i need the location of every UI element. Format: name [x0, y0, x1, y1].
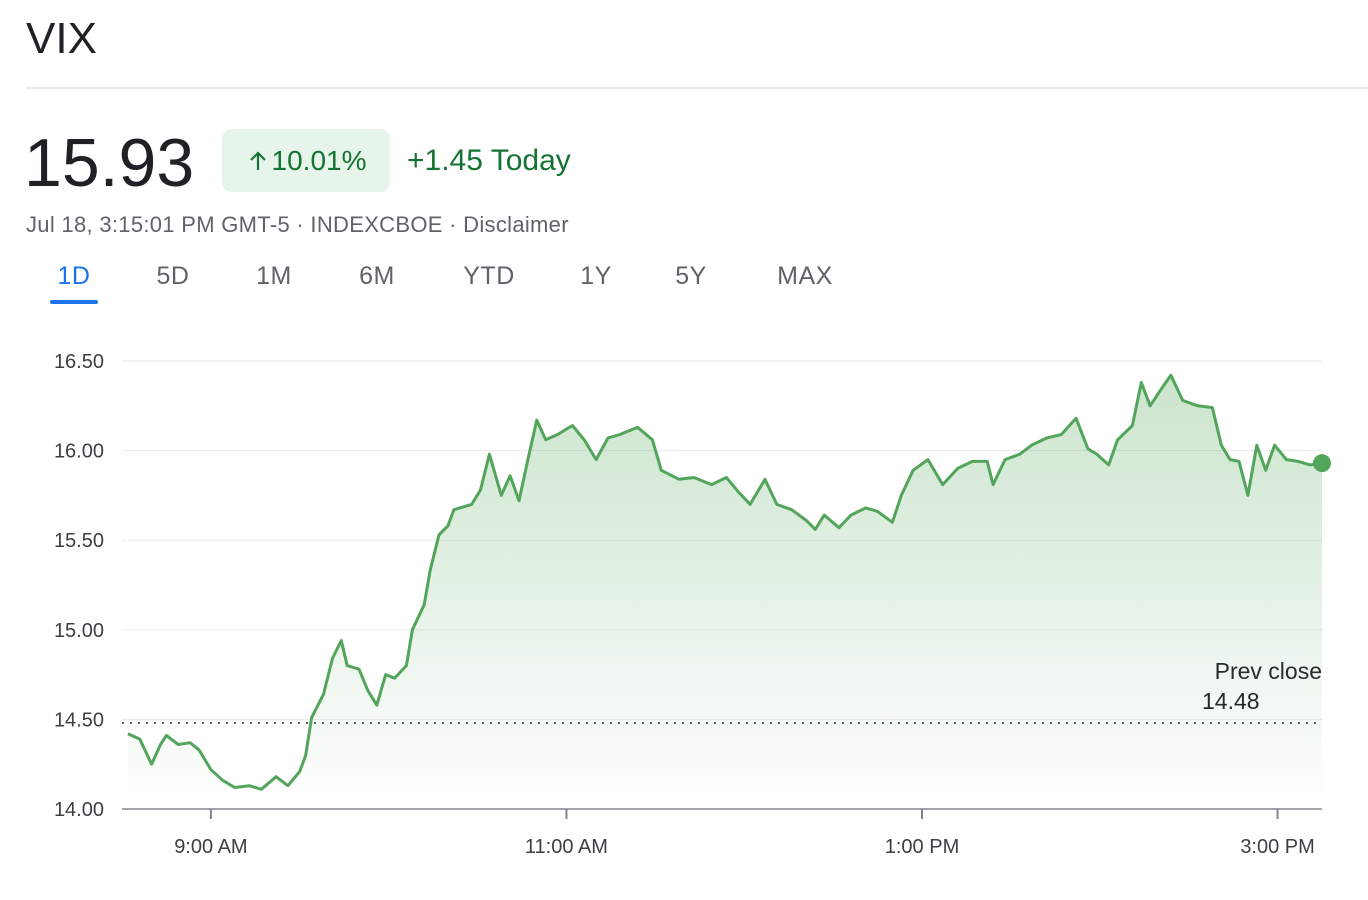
last-point: [1313, 454, 1331, 473]
x-tick-label: 3:00 PM: [1240, 836, 1314, 858]
range-tab[interactable]: YTD: [463, 262, 515, 290]
range-tab[interactable]: 5D: [156, 262, 190, 290]
y-tick-label: 15.00: [54, 620, 104, 642]
x-tick-label: 9:00 AM: [174, 836, 247, 858]
tab-underline: [50, 300, 98, 304]
y-tick-label: 15.50: [54, 530, 104, 552]
range-tab[interactable]: 6M: [359, 262, 395, 290]
title: VIX: [26, 14, 97, 63]
meta-line: Jul 18, 3:15:01 PM GMT-5 · INDEXCBOE · D…: [26, 212, 569, 237]
up-arrow: [249, 150, 266, 170]
x-tick-label: 1:00 PM: [885, 836, 959, 858]
y-tick-label: 16.00: [54, 441, 104, 463]
range-tab[interactable]: 1M: [256, 262, 292, 290]
range-tab[interactable]: 1Y: [580, 262, 612, 290]
range-tab[interactable]: 5Y: [675, 262, 707, 290]
change-badge: 10.01%: [222, 129, 390, 192]
range-tab[interactable]: MAX: [777, 262, 833, 290]
change-absolute: +1.45 Today: [407, 144, 571, 177]
y-tick-label: 14.00: [54, 799, 104, 821]
y-tick-label: 16.50: [54, 351, 104, 373]
separator: [26, 87, 1368, 89]
x-tick-label: 11:00 AM: [525, 836, 608, 858]
range-tabs: 1D 5D 1M 6M YTD 1Y 5Y MAX: [0, 262, 900, 306]
area-fill: [127, 375, 1322, 809]
price-line: [127, 373, 1323, 791]
range-tab[interactable]: 1D: [57, 262, 91, 290]
price: 15.93: [24, 125, 195, 201]
y-tick-label: 14.50: [54, 709, 104, 731]
change-percent: 10.01%: [271, 144, 367, 176]
